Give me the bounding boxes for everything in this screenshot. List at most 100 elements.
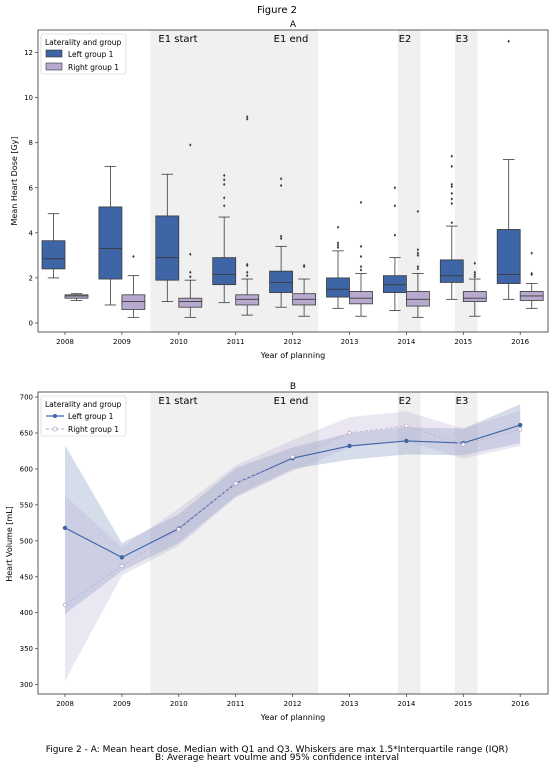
y-tick-label-3: 450 (20, 573, 33, 581)
outlier-point (189, 143, 192, 147)
x-tick-label-0: 2008 (56, 700, 74, 708)
outlier-point (246, 117, 249, 121)
outlier-point (223, 196, 226, 200)
box-body (269, 270, 294, 293)
panel-a-title: A (290, 20, 297, 30)
box-left-2016 (496, 39, 521, 300)
outlier-point (246, 274, 249, 278)
panel-a-xlabel: Year of planning (260, 351, 325, 360)
y-tick-label-0: 300 (20, 681, 33, 689)
outlier-point (530, 251, 533, 255)
box-left-2008 (41, 213, 66, 279)
y-tick-label-5: 10 (24, 94, 33, 102)
outlier-point (393, 233, 397, 237)
panel-a-legend: Laterality and group Left group 1 Right … (40, 33, 127, 75)
box-right-2011 (235, 115, 260, 316)
box-body (121, 294, 146, 310)
series-point-right-2011 (233, 481, 238, 486)
y-tick-label-1: 350 (20, 645, 33, 653)
outlier-point (189, 252, 192, 256)
outlier-point (336, 225, 340, 229)
box-body (98, 206, 123, 280)
ci-band-left (65, 404, 521, 615)
x-tick-label-5: 2013 (341, 338, 359, 346)
panel-b-linechart: B E1 start E1 end E2 E3 300 350 400 450 500 550 6… (5, 382, 549, 722)
event-shade-0 (150, 392, 208, 694)
box-body (41, 240, 66, 270)
panel-b-frame (37, 391, 549, 695)
box-right-2010 (178, 143, 203, 318)
panel-b-legend-label-right: Right group 1 (68, 425, 119, 434)
panel-b-legend-marker-left (53, 414, 57, 418)
series-point-right-2015 (461, 442, 466, 447)
x-tick-label-0: 2008 (56, 338, 74, 346)
x-tick-label-2: 2010 (170, 700, 188, 708)
outlier-point (223, 204, 226, 208)
outlier-point (416, 267, 420, 271)
outlier-point (450, 182, 453, 186)
x-tick-label-5: 2013 (341, 700, 359, 708)
panel-a-event-labels: E1 start E1 end E2 E3 (158, 34, 468, 45)
outlier-point (132, 254, 135, 259)
event-label-1: E1 end (274, 396, 309, 407)
box-body (405, 291, 430, 307)
outlier-point (450, 185, 453, 189)
figure-title: Figure 2 (257, 5, 297, 16)
event-shade-3 (454, 392, 478, 694)
y-tick-label-1: 2 (29, 274, 33, 282)
panel-b-legend-box (40, 395, 127, 437)
box-left-2013 (326, 225, 350, 309)
outlier-point (189, 270, 192, 274)
outlier-point (450, 197, 453, 201)
outlier-point (530, 271, 533, 276)
panel-a-frame (37, 29, 549, 333)
outlier-point (223, 173, 226, 177)
box-left-2012 (269, 177, 294, 308)
series-point-right-2012 (290, 454, 295, 459)
x-tick-label-2: 2010 (170, 338, 188, 346)
box-right-2013 (349, 200, 373, 317)
outlier-point (416, 209, 420, 214)
y-tick-label-4: 8 (29, 139, 33, 147)
outlier-point (416, 265, 420, 269)
outlier-point (450, 191, 453, 195)
caption-line-1: Figure 2 - A: Mean heart dose. Median wi… (45, 745, 509, 755)
panel-b-y-ticks: 300 350 400 450 500 550 600 650 700 (20, 394, 38, 689)
x-tick-label-7: 2015 (454, 338, 472, 346)
outlier-point (359, 265, 363, 269)
outlier-point (393, 204, 397, 208)
y-tick-label-2: 400 (20, 609, 33, 617)
box-right-2012 (292, 263, 317, 317)
outlier-point (279, 236, 283, 241)
y-tick-label-2: 4 (29, 229, 34, 237)
panel-a-event-shading (150, 30, 478, 332)
panel-a-ylabel: Mean Heart Dose [Gy] (10, 136, 19, 225)
panel-a-legend-swatch-left (45, 49, 63, 58)
x-tick-label-3: 2011 (227, 700, 245, 708)
panel-b-event-shading (150, 392, 478, 694)
outlier-point (359, 200, 363, 205)
box-left-2011 (212, 173, 237, 304)
y-tick-label-8: 700 (20, 394, 33, 402)
event-shade-0 (150, 30, 208, 332)
panel-b-legend: Laterality and group Left group 1 Right … (40, 395, 127, 437)
event-shade-1 (207, 392, 319, 694)
box-body (64, 294, 89, 299)
outlier-point (359, 244, 363, 248)
event-label-3: E3 (456, 396, 469, 407)
outlier-point (393, 186, 397, 190)
event-shade-2 (397, 392, 421, 694)
event-label-2: E2 (399, 34, 412, 45)
outlier-point (416, 251, 420, 255)
outlier-point (223, 178, 226, 182)
series-point-right-2008 (62, 602, 68, 608)
caption-line-2: B: Average heart voulme and 95% confiden… (154, 753, 400, 763)
y-tick-label-0: 0 (29, 319, 33, 327)
y-tick-label-7: 650 (20, 429, 33, 437)
panel-b-legend-label-left: Left group 1 (68, 412, 114, 421)
panel-b-series-lines (62, 422, 523, 608)
outlier-point (416, 248, 420, 252)
x-tick-label-8: 2016 (511, 338, 529, 346)
outlier-point (246, 115, 249, 119)
y-tick-label-6: 600 (20, 465, 33, 473)
